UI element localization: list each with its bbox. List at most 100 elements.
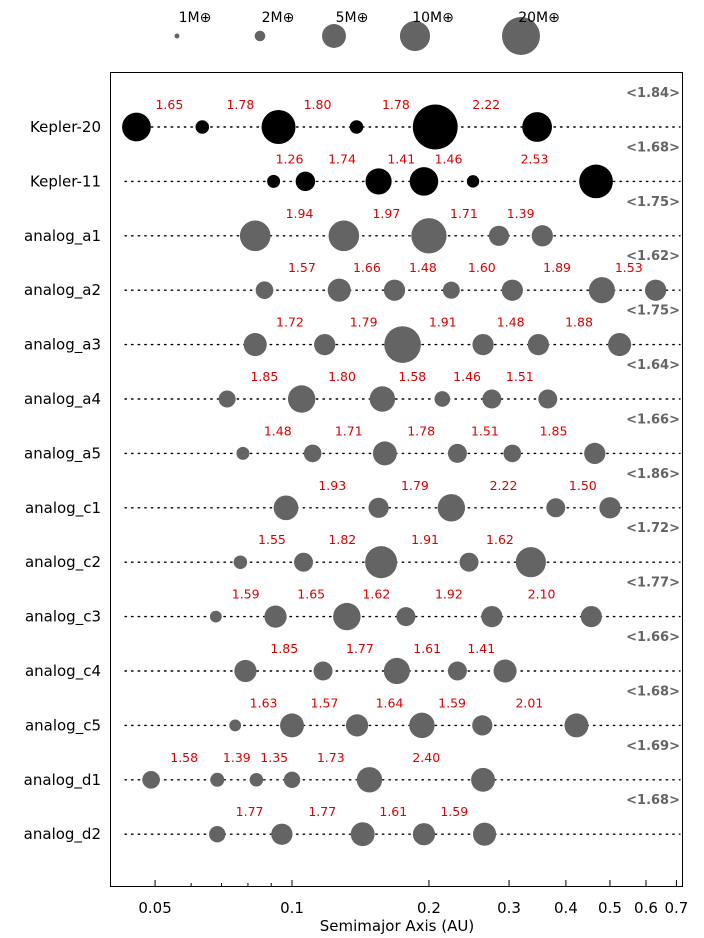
period-ratio-label: 1.89 — [543, 260, 571, 275]
legend-label: 5M⊕ — [336, 10, 369, 26]
legend-label: 10M⊕ — [412, 10, 454, 26]
period-ratio-label: 1.66 — [353, 260, 381, 275]
planet-marker — [383, 279, 406, 301]
legend-label: 1M⊕ — [179, 10, 212, 26]
x-tick-label: 0.7 — [665, 899, 689, 917]
period-ratio-label: 1.65 — [297, 587, 325, 602]
planet-marker — [365, 168, 392, 195]
period-ratio-label: 1.80 — [304, 97, 332, 112]
system-label: analog_d2 — [24, 825, 101, 844]
planet-marker — [239, 220, 271, 252]
period-ratio-label: 1.92 — [435, 587, 463, 602]
period-ratio-label: 1.62 — [362, 587, 390, 602]
planet-marker — [482, 389, 502, 409]
planet-marker — [365, 546, 398, 579]
period-ratio-label: 2.53 — [521, 151, 549, 166]
system-label: analog_a3 — [24, 336, 101, 355]
legend-marker — [322, 24, 346, 48]
planet-marker — [255, 281, 274, 300]
period-ratio-label: 2.22 — [490, 478, 518, 493]
planet-marker — [271, 823, 293, 845]
system-label: analog_c2 — [25, 553, 101, 572]
period-ratio-label: 1.88 — [565, 315, 593, 330]
system-label: analog_c4 — [25, 662, 101, 681]
planet-marker — [580, 605, 602, 628]
planet-marker — [283, 771, 301, 788]
period-ratio-label: 2.01 — [515, 695, 543, 710]
system-row: analog_a5 1.48 1.71 1.78 1.51 1.85 <1.66> — [24, 412, 681, 466]
planet-marker — [564, 713, 589, 738]
period-ratio-label: 1.77 — [308, 804, 336, 819]
planet-marker — [409, 167, 439, 196]
planet-marker — [314, 333, 336, 356]
planet-marker — [472, 715, 493, 736]
system-row: analog_a4 1.85 1.80 1.58 1.46 1.51 <1.64> — [24, 358, 681, 413]
legend-label: 2M⊕ — [262, 10, 295, 26]
period-ratio-label: 1.78 — [226, 97, 254, 112]
period-ratio-label: 1.48 — [264, 423, 292, 438]
x-tick-label: 0.5 — [598, 899, 622, 917]
period-ratio-label: 1.74 — [328, 151, 356, 166]
period-ratio-label: 1.61 — [379, 804, 407, 819]
system-label: analog_c5 — [25, 716, 101, 735]
planet-marker — [261, 110, 296, 144]
planet-marker — [472, 822, 497, 846]
period-ratio-label: 1.57 — [288, 260, 316, 275]
mean-ratio-label: <1.66> — [626, 630, 680, 645]
planet-marker — [644, 279, 667, 301]
system-row: analog_d2 1.77 1.77 1.61 1.59 <1.68> — [24, 793, 681, 847]
period-ratio-label: 1.93 — [318, 478, 346, 493]
planet-marker — [471, 767, 496, 792]
x-axis-title: Semimajor Axis (AU) — [320, 917, 474, 935]
planet-marker — [501, 279, 523, 301]
planet-marker — [280, 713, 304, 738]
planet-marker — [411, 218, 447, 254]
period-ratio-label: 1.50 — [569, 478, 597, 493]
period-ratio-label: 2.22 — [472, 97, 500, 112]
system-row: analog_c4 1.85 1.77 1.61 1.41 <1.66> — [25, 630, 681, 685]
planet-marker — [273, 495, 299, 521]
planet-marker — [142, 770, 160, 789]
period-ratio-label: 1.72 — [276, 315, 304, 330]
x-tick-label: 0.6 — [634, 899, 658, 917]
period-ratio-label: 1.62 — [486, 532, 514, 547]
period-ratio-label: 1.53 — [615, 260, 643, 275]
period-ratio-label: 1.61 — [413, 641, 441, 656]
period-ratio-label: 1.73 — [317, 750, 345, 765]
mean-ratio-label: <1.77> — [626, 576, 680, 591]
planet-marker — [234, 659, 257, 683]
period-ratio-label: 1.58 — [170, 750, 198, 765]
planet-marker — [294, 552, 314, 572]
mass-legend: 1M⊕ 2M⊕ 5M⊕ 10M⊕ 20M⊕ — [174, 10, 560, 56]
mean-ratio-label: <1.69> — [626, 739, 680, 754]
mean-ratio-label: <1.72> — [626, 521, 680, 536]
x-tick-label: 0.3 — [497, 899, 521, 917]
period-ratio-label: 1.85 — [250, 369, 278, 384]
period-ratio-label: 1.65 — [155, 97, 183, 112]
period-ratio-label: 1.97 — [372, 206, 400, 221]
system-row: analog_c5 1.63 1.57 1.64 1.59 2.01 <1.68> — [25, 684, 681, 739]
planet-marker — [349, 120, 364, 134]
period-ratio-label: 1.78 — [382, 97, 410, 112]
period-ratio-label: 1.46 — [453, 369, 481, 384]
system-rows: Kepler-201.65 1.78 1.80 1.78 2.22<1.84>Keple… — [24, 86, 681, 847]
system-row: analog_a2 1.57 1.66 1.48 1.60 1.89 1.53<1.62> — [24, 249, 681, 304]
planet-marker — [538, 389, 558, 409]
x-tick-label: 0.2 — [417, 899, 441, 917]
mean-ratio-label: <1.84> — [626, 86, 680, 101]
planet-marker — [608, 333, 632, 357]
period-ratio-label: 1.41 — [467, 641, 495, 656]
planet-marker — [209, 610, 222, 623]
planet-marker — [434, 391, 451, 407]
period-ratio-label: 1.77 — [346, 641, 374, 656]
period-ratio-label: 1.91 — [411, 532, 439, 547]
period-ratio-label: 1.82 — [328, 532, 356, 547]
system-label: analog_a1 — [24, 227, 101, 246]
mean-ratio-label: <1.75> — [626, 195, 680, 210]
period-ratio-label: 1.71 — [335, 423, 363, 438]
system-row: Kepler-20 1.65 1.78 1.80 1.78 2.22 <1.84> — [30, 86, 681, 150]
planet-marker — [267, 174, 281, 188]
planet-marker — [328, 220, 360, 252]
planet-marker — [372, 441, 397, 466]
legend-marker — [501, 16, 541, 56]
